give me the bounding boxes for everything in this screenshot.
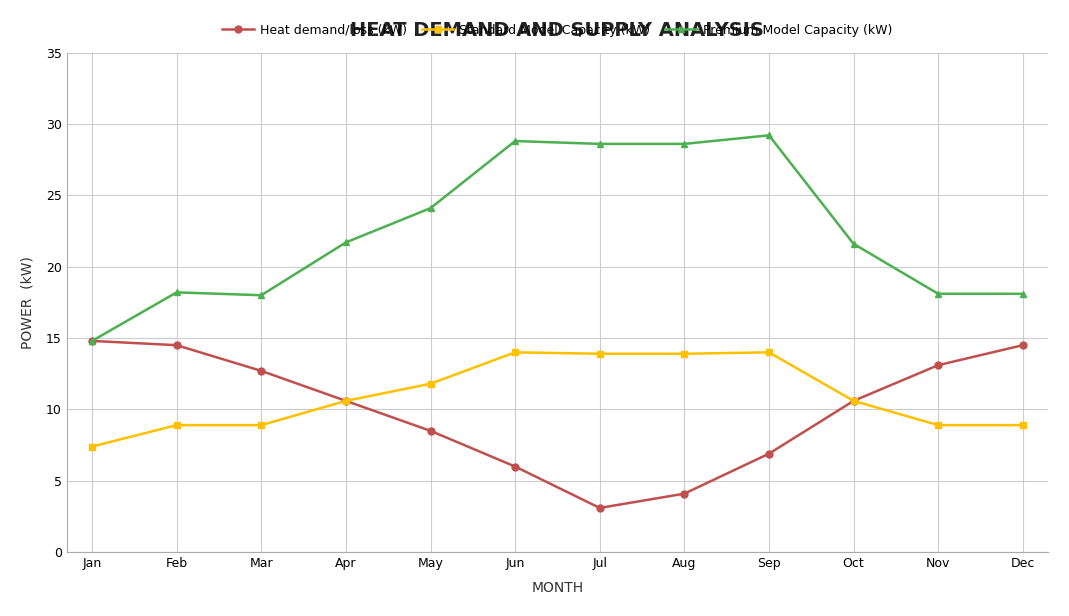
Line: Heat demand/loss (kW): Heat demand/loss (kW) bbox=[89, 338, 1026, 511]
Heat demand/loss (kW) bbox=[678, 490, 691, 497]
Standard Model Capacity (kW) bbox=[593, 350, 606, 357]
Heat demand/loss (kW) bbox=[254, 367, 267, 375]
Premium Model Capacity (kW) bbox=[340, 239, 353, 246]
Line: Premium Model Capacity (kW): Premium Model Capacity (kW) bbox=[89, 132, 1026, 344]
Heat demand/loss (kW) bbox=[593, 505, 606, 512]
Line: Standard Model Capacity (kW): Standard Model Capacity (kW) bbox=[89, 349, 1026, 450]
Heat demand/loss (kW) bbox=[86, 337, 98, 344]
Premium Model Capacity (kW) bbox=[762, 132, 775, 139]
Standard Model Capacity (kW) bbox=[340, 397, 353, 405]
Premium Model Capacity (kW) bbox=[509, 137, 522, 145]
Heat demand/loss (kW) bbox=[340, 397, 353, 405]
Legend: Heat demand/loss (kW), Standard Model Capacity (kW), Premium Model Capacity (kW): Heat demand/loss (kW), Standard Model Ca… bbox=[217, 19, 897, 42]
Heat demand/loss (kW) bbox=[932, 362, 945, 369]
Standard Model Capacity (kW) bbox=[932, 421, 945, 429]
Y-axis label: POWER  (kW): POWER (kW) bbox=[20, 256, 35, 349]
Premium Model Capacity (kW) bbox=[847, 240, 859, 248]
Premium Model Capacity (kW) bbox=[424, 205, 437, 212]
Heat demand/loss (kW) bbox=[170, 341, 183, 349]
Premium Model Capacity (kW) bbox=[170, 289, 183, 296]
Standard Model Capacity (kW) bbox=[847, 397, 859, 405]
Standard Model Capacity (kW) bbox=[86, 443, 98, 450]
Heat demand/loss (kW) bbox=[762, 450, 775, 458]
Premium Model Capacity (kW) bbox=[593, 140, 606, 148]
Premium Model Capacity (kW) bbox=[932, 290, 945, 298]
Title: HEAT DEMAND AND SUPPLY ANALYSIS: HEAT DEMAND AND SUPPLY ANALYSIS bbox=[351, 21, 764, 40]
Heat demand/loss (kW) bbox=[847, 397, 859, 405]
Standard Model Capacity (kW) bbox=[1017, 421, 1029, 429]
Standard Model Capacity (kW) bbox=[254, 421, 267, 429]
Premium Model Capacity (kW) bbox=[86, 337, 98, 344]
X-axis label: MONTH: MONTH bbox=[531, 581, 584, 595]
Premium Model Capacity (kW) bbox=[254, 291, 267, 299]
Standard Model Capacity (kW) bbox=[509, 349, 522, 356]
Heat demand/loss (kW) bbox=[509, 463, 522, 470]
Premium Model Capacity (kW) bbox=[1017, 290, 1029, 298]
Standard Model Capacity (kW) bbox=[170, 421, 183, 429]
Standard Model Capacity (kW) bbox=[678, 350, 691, 357]
Heat demand/loss (kW) bbox=[424, 427, 437, 434]
Standard Model Capacity (kW) bbox=[424, 380, 437, 387]
Heat demand/loss (kW) bbox=[1017, 341, 1029, 349]
Standard Model Capacity (kW) bbox=[762, 349, 775, 356]
Premium Model Capacity (kW) bbox=[678, 140, 691, 148]
